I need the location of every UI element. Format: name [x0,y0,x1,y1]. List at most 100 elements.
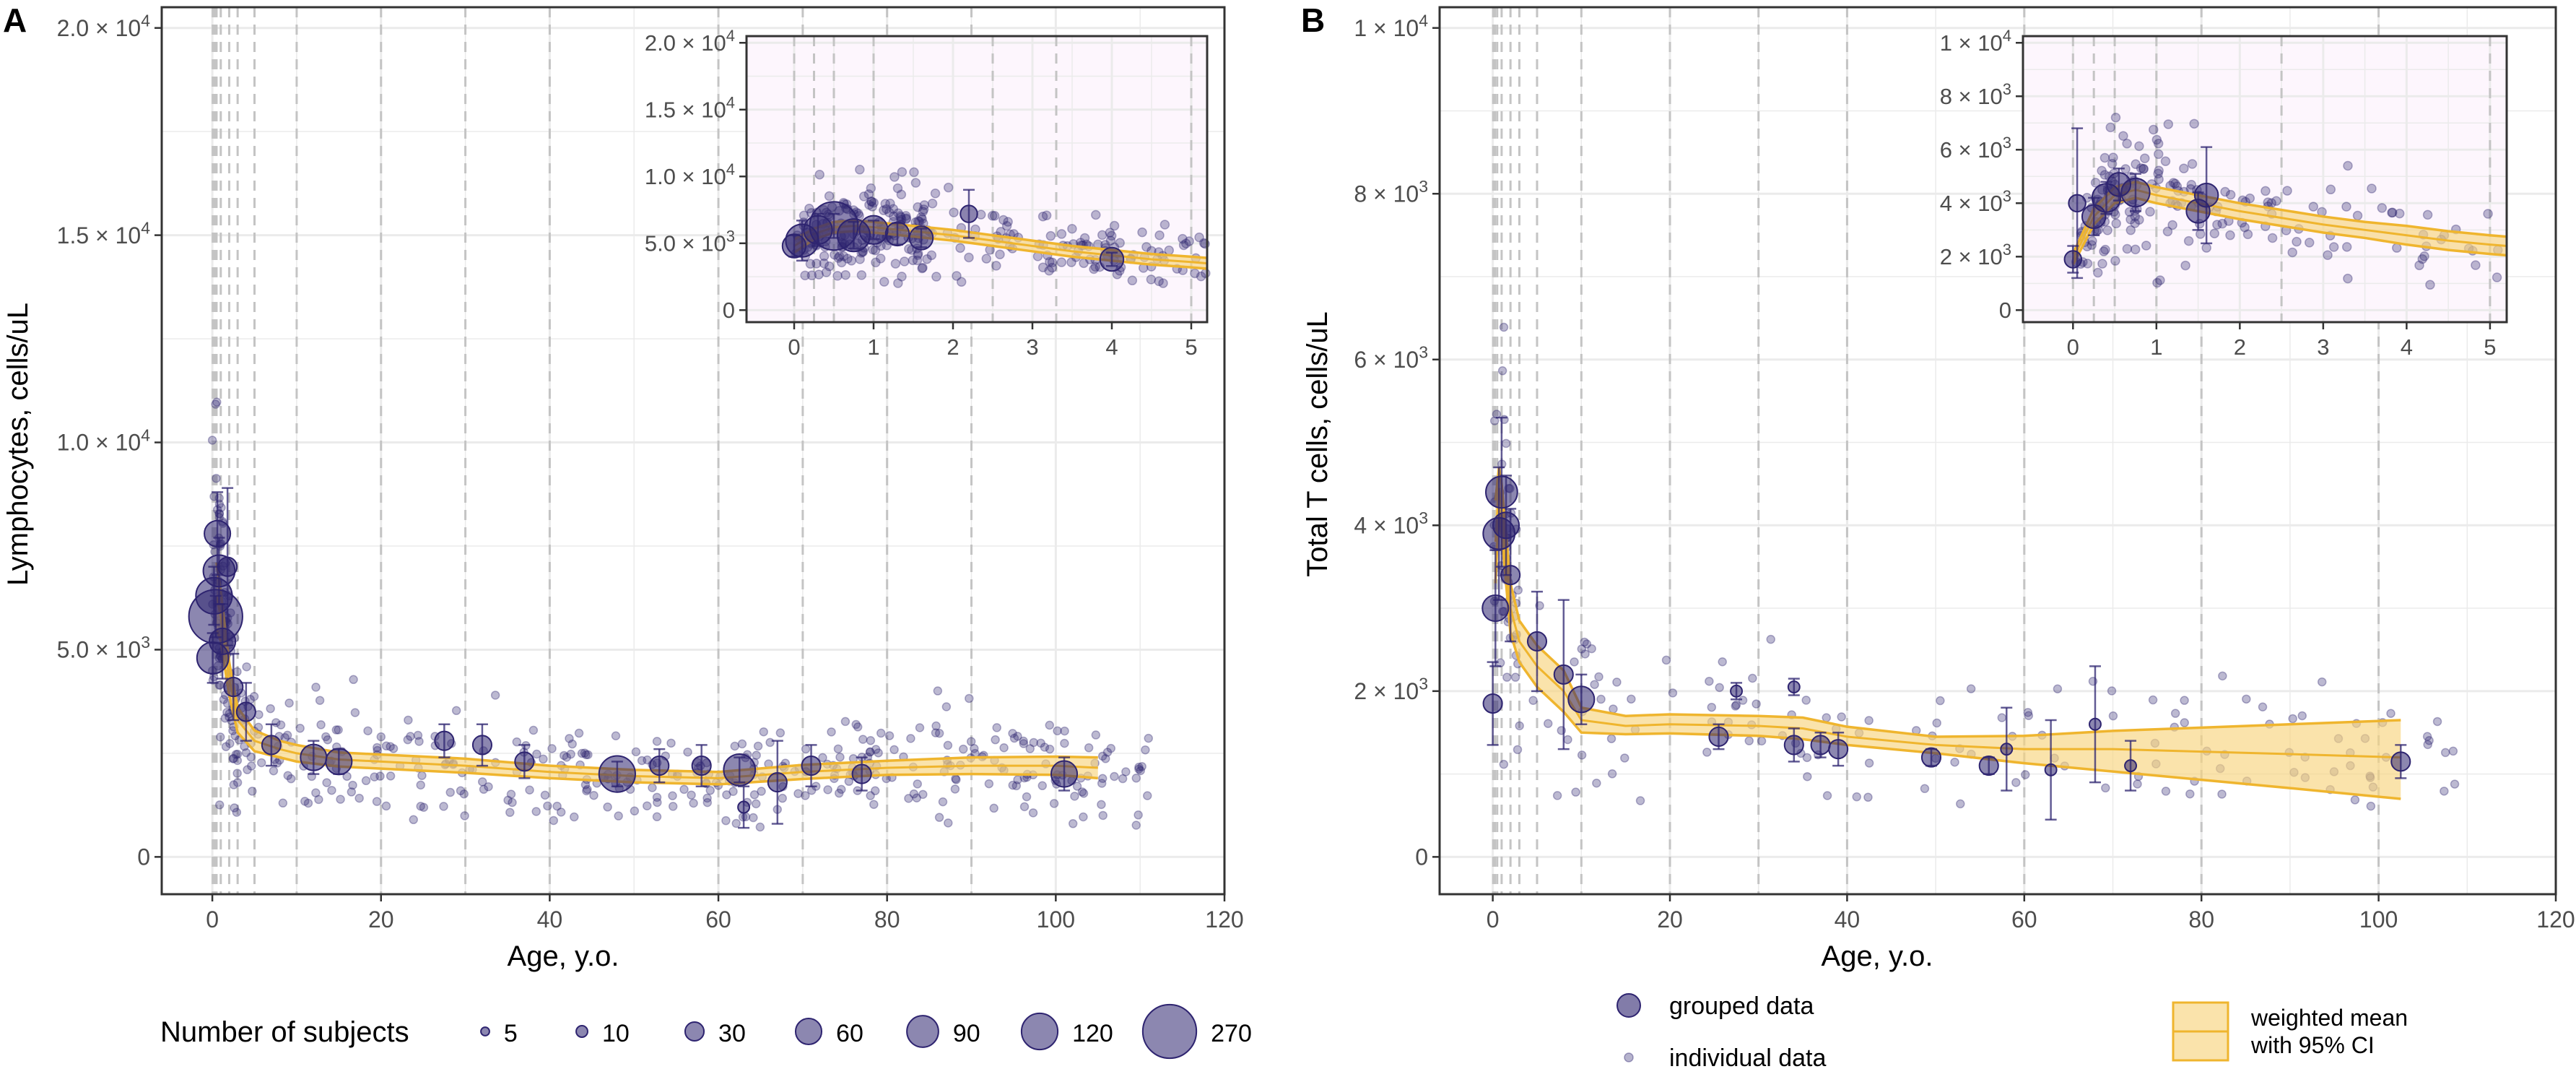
panel-b-main-y-tick-label: 2 × 103 [1354,675,1428,704]
panel-a-main-individual-point [232,778,243,787]
size-legend-label-90: 90 [953,1020,980,1047]
panel-a-main-individual-point [909,789,919,799]
panel-a-main-individual-point [269,766,279,776]
panel-b-inset-individual-point [2087,235,2097,246]
panel-a-main-individual-point [966,737,976,746]
panel-a-main-individual-point [1013,775,1022,784]
panel-b-inset-individual-point [2160,156,2171,167]
panel-b-main-y-tick-label: 6 × 103 [1354,343,1428,373]
panel-a-main-individual-point [950,784,960,794]
panel-a-main-individual-point [652,812,662,822]
panel-a-main-individual-point [414,737,424,746]
panel-a-inset-individual-point [897,272,907,282]
panel-a-inset-individual-point [927,198,938,209]
panel-a-main-individual-point [1079,812,1088,822]
panel-a-inset-individual-point [1154,230,1165,241]
panel-b-main-individual-point [1552,791,1562,800]
panel-a-main-individual-point [348,780,357,790]
panel-a-main-individual-point [1134,764,1144,774]
panel-a-main-x-tick-label: 80 [874,906,900,932]
panel-b-main-x-tick-label: 20 [1657,906,1683,932]
panel-a-main-individual-point [543,801,552,811]
panel-a-main-individual-point [565,734,574,743]
panel-b-main-individual-point [1580,637,1589,647]
panel-a-main-individual-point [232,667,242,677]
panel-b-main-x-tick-label: 120 [2536,906,2575,932]
panel-a-main-individual-point [221,742,231,751]
panel-a-main-individual-point [775,728,786,737]
panel-a-main-individual-point [653,797,662,808]
panel-b-main-individual-point [2448,746,2458,756]
panel-a-inset-individual-point [918,262,928,273]
panel-a-main-individual-point [984,779,994,789]
panel-a-main-grouped-point [235,701,256,722]
panel-a-main-individual-point [549,815,559,826]
panel-a-main-individual-point [225,739,235,748]
panel-a-main-individual-point [574,728,584,738]
panel-a-main-individual-point [327,785,336,795]
grouped-data-label: grouped data [1669,992,1814,1020]
panel-b-inset-individual-point [2107,159,2118,169]
panel-b-main-individual-point [2386,709,2396,718]
panel-a-inset-individual-point [1194,232,1204,243]
panel-a-main-individual-point [311,683,321,692]
panel-b-main-individual-point [1502,672,1512,682]
panel-a-inset-individual-point [998,215,1009,225]
panel-b-main-grouped-point [1828,739,1849,760]
panel-b-main-individual-point [2422,732,2432,741]
panel-b-main-individual-point [1766,634,1775,644]
panel-a-main-individual-point [1097,779,1107,788]
panel-b-main-grouped-point [1500,565,1521,586]
panel-a-main-individual-point [1070,792,1079,801]
panel-a-main-individual-point [884,731,895,740]
panel-a-main-individual-point [827,727,836,737]
panel-a-main-grouped-point [471,735,492,756]
size-legend-key-270 [1141,1003,1198,1060]
size-legend-label-30: 30 [718,1020,746,1047]
panel-b-inset-individual-point [2209,228,2220,239]
panel-a-inset-individual-point [880,199,891,209]
panel-b-main-grouped-point [1553,664,1574,685]
panel-a-inset-individual-point [1091,209,1101,220]
panel-a-main-individual-point [276,720,286,730]
panel-a-inset-individual-point [855,165,865,175]
panel-a-main-individual-point [484,782,493,792]
panel-a-main-individual-point [1060,738,1069,748]
panel-a-main-individual-point [631,747,641,757]
panel-a-main-grouped-point [300,743,328,771]
panel-b-inset-individual-point [2163,119,2174,129]
panel-a-inset-plot-background [747,36,1207,322]
panel-a-main-individual-point [840,717,850,727]
panel-a-main-individual-point [562,753,572,762]
panel-a-main-individual-point [869,800,879,809]
panel-b-inset-x-tick-label: 5 [2484,334,2496,360]
panel-b-inset-individual-point [2352,210,2363,221]
panel-a-main-individual-point [295,724,305,733]
panel-b-inset-individual-point [2151,134,2162,145]
panel-a-inset-individual-point [900,256,910,267]
panel-a-main-individual-point [286,774,296,784]
panel-b-inset-individual-point [2108,152,2118,163]
panel-a-inset-individual-point [819,251,830,261]
panel-b-inset-x-tick-label: 0 [2067,334,2079,360]
panel-a-main-individual-point [1106,743,1116,753]
panel-a-inset-individual-point [1047,257,1058,268]
panel-b-main-individual-point [1707,702,1717,712]
panel-b-inset-individual-point [2099,170,2110,180]
size-legend-label-60: 60 [836,1020,863,1047]
panel-a-main-individual-point [749,790,760,800]
panel-b-inset-individual-point [2102,225,2112,235]
panel-a-main-individual-point [1137,761,1146,771]
panel-a-main-individual-point [952,775,961,784]
panel-a-main-individual-point [1049,799,1059,808]
panel-a-main-individual-point [490,691,500,700]
panel-a-inset-individual-point [1159,220,1170,230]
panel-a-main-individual-point [1131,774,1141,783]
panel-b-main-grouped-point [1526,631,1548,652]
panel-a-inset-individual-point [1184,236,1194,246]
panel-b-main-grouped-point [2000,743,2014,756]
panel-a-main-individual-point [215,732,225,742]
panel-a-main-individual-point [1068,819,1078,828]
panel-b-inset-individual-point [2099,152,2110,163]
panel-b-inset-individual-point [2260,186,2271,196]
